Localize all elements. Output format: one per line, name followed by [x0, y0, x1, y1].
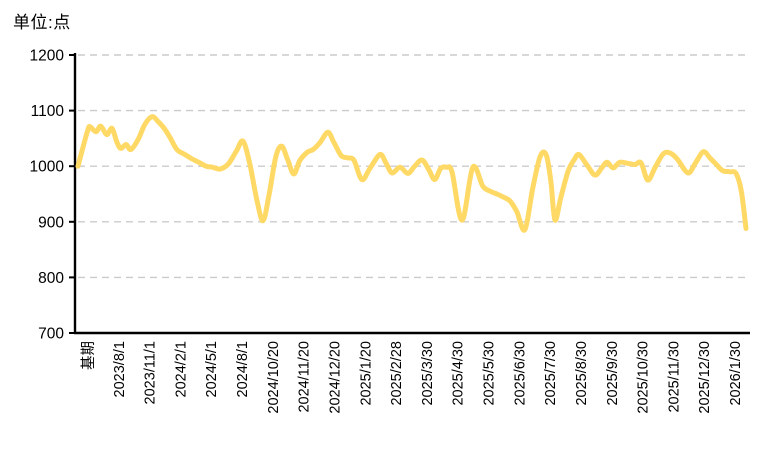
series-line	[75, 114, 749, 233]
x-axis-label: 2025/5/30	[482, 341, 498, 406]
x-axis-label: 2023/11/1	[143, 341, 159, 404]
x-axis-label: 2024/2/1	[173, 341, 189, 397]
y-axis-label: 900	[38, 214, 64, 231]
x-axis-label: 2026/1/30	[728, 341, 744, 406]
x-axis-label: 2024/5/1	[204, 341, 220, 397]
x-axis-label: 2024/12/20	[328, 341, 344, 414]
x-axis-label: 2025/12/30	[697, 341, 713, 414]
y-axis-label: 800	[38, 270, 64, 287]
y-axis-label: 1100	[31, 103, 65, 120]
x-axis-label: 2024/8/1	[235, 341, 251, 397]
x-axis-label: 2024/11/20	[297, 341, 313, 413]
x-axis-label: 2025/11/30	[666, 341, 682, 413]
unit-label: 单位:点	[13, 13, 71, 32]
y-axis-label: 1000	[30, 159, 65, 176]
x-axis-label: 2024/10/20	[266, 341, 282, 414]
y-axis-label: 700	[38, 326, 64, 343]
x-axis-label: 基期	[80, 341, 97, 370]
x-axis-label: 2025/7/30	[543, 341, 559, 406]
x-axis-label: 2025/9/30	[605, 341, 621, 406]
y-axis-label: 1200	[30, 48, 65, 65]
x-axis-label: 2025/6/30	[512, 341, 528, 406]
x-axis-label: 2023/8/1	[112, 341, 128, 397]
x-axis-label: 2025/10/30	[636, 341, 652, 414]
x-axis-label: 2025/8/30	[574, 341, 590, 406]
x-axis-label: 2025/3/30	[420, 341, 436, 406]
x-axis-label: 2025/2/28	[389, 341, 405, 406]
x-axis-label: 2025/4/30	[451, 341, 467, 406]
x-axis-label: 2025/1/20	[358, 341, 374, 406]
